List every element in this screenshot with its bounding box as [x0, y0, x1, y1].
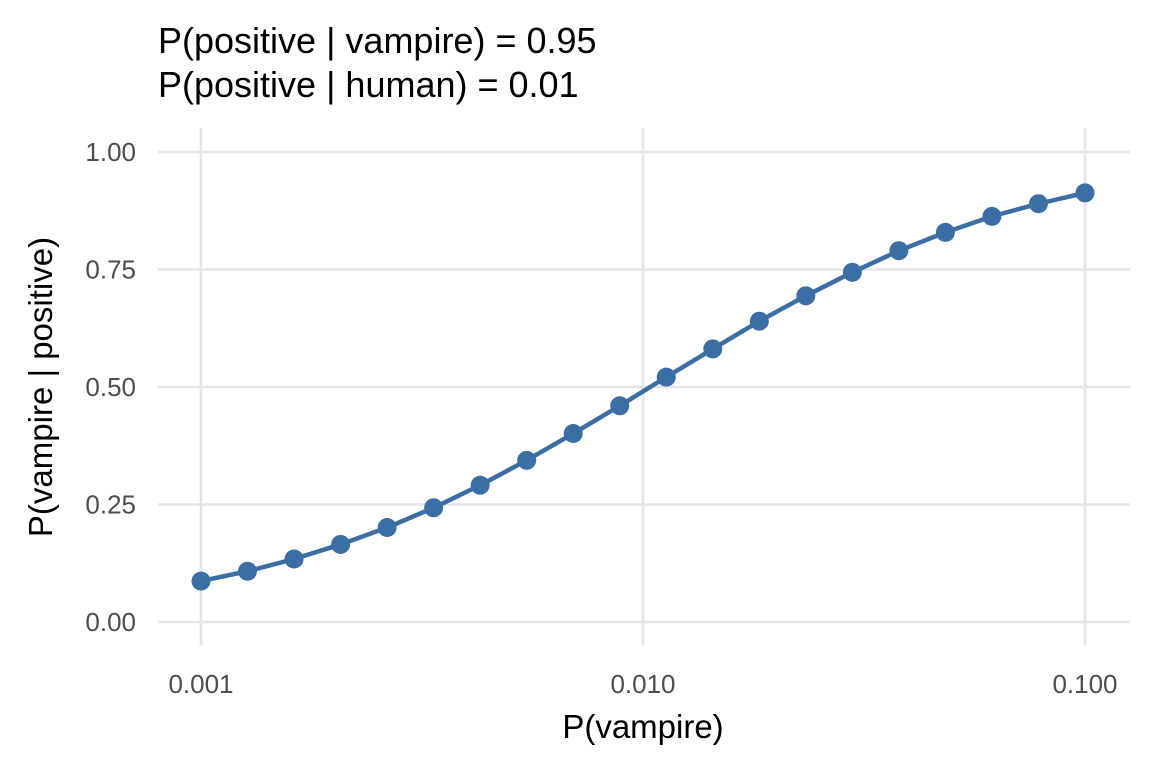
data-point — [563, 424, 583, 444]
data-point — [796, 286, 816, 306]
data-point — [237, 561, 257, 581]
x-tick-label: 0.100 — [1052, 669, 1117, 699]
data-point — [982, 206, 1002, 226]
data-point — [1028, 194, 1048, 214]
data-point — [889, 241, 909, 261]
y-tick-label: 0.00 — [85, 607, 136, 637]
data-point — [424, 498, 444, 518]
data-point — [656, 367, 676, 387]
data-point — [749, 311, 769, 331]
data-point — [703, 339, 723, 359]
data-point — [935, 222, 955, 242]
x-axis-title: P(vampire) — [562, 708, 723, 745]
y-axis-title: P(vampire | positive) — [22, 237, 59, 537]
y-tick-label: 0.50 — [85, 372, 136, 402]
data-point — [842, 262, 862, 282]
data-point — [284, 549, 304, 569]
y-tick-label: 1.00 — [85, 137, 136, 167]
x-tick-label: 0.010 — [610, 669, 675, 699]
data-point — [331, 534, 351, 554]
data-point — [470, 475, 490, 495]
x-axis-ticks: 0.001 0.010 0.100 — [168, 669, 1117, 699]
x-tick-label: 0.001 — [168, 669, 233, 699]
gridlines — [158, 128, 1130, 645]
data-series — [191, 183, 1095, 591]
y-tick-label: 0.75 — [85, 255, 136, 285]
y-axis-ticks: 0.00 0.25 0.50 0.75 1.00 — [85, 137, 136, 637]
title-line-2: P(positive | human) = 0.01 — [158, 64, 579, 105]
title-line-1: P(positive | vampire) = 0.95 — [158, 20, 597, 61]
data-point — [191, 571, 211, 591]
data-point — [517, 450, 537, 470]
y-tick-label: 0.25 — [85, 490, 136, 520]
chart-title: P(positive | vampire) = 0.95 P(positive … — [158, 20, 597, 105]
data-point — [377, 518, 397, 538]
data-point — [610, 396, 630, 416]
data-point — [1075, 183, 1095, 203]
